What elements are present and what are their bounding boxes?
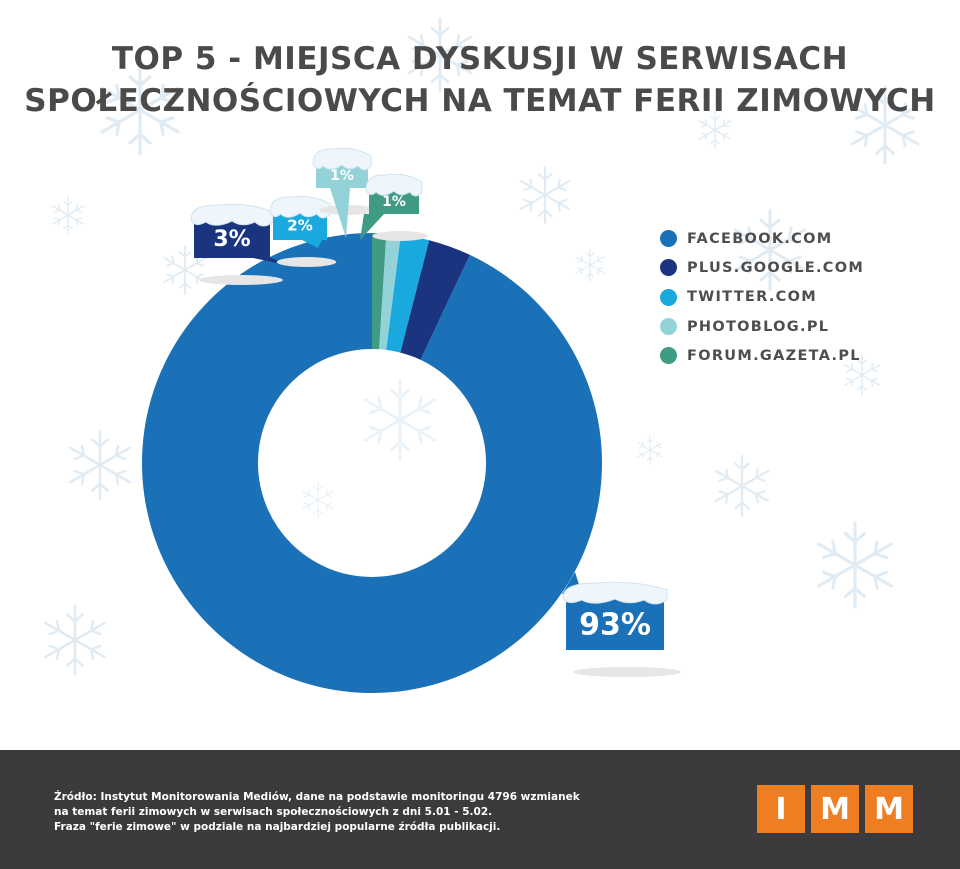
legend-swatch xyxy=(660,288,677,306)
slice-value-label: 93% xyxy=(579,608,651,643)
callout-snow-cap xyxy=(190,203,274,227)
logo-letter: M xyxy=(865,785,913,833)
donut-hole xyxy=(258,349,486,577)
slice-callouts: 93% 3% 2% 1% 1% xyxy=(190,147,681,677)
legend-label: FORUM.GAZETA.PL xyxy=(687,347,861,364)
chart-legend: FACEBOOK.COM PLUS.GOOGLE.COM TWITTER.COM… xyxy=(660,224,864,370)
chart-title-line-1: TOP 5 - MIEJSCA DYSKUSJI W SERWISACH xyxy=(111,41,849,77)
slice-value-label: 1% xyxy=(382,194,406,210)
legend-label: FACEBOOK.COM xyxy=(687,230,833,247)
callout-shadow xyxy=(572,667,681,677)
chart-title-line-2: SPOŁECZNOŚCIOWYCH NA TEMAT FERII ZIMOWYC… xyxy=(24,83,936,119)
legend-item-google-plus: PLUS.GOOGLE.COM xyxy=(660,253,864,282)
imm-logo: I M M xyxy=(757,785,913,833)
slice-value-label: 1% xyxy=(330,168,354,184)
legend-swatch xyxy=(660,230,677,248)
callout-snow-cap xyxy=(269,195,331,219)
footer-bar: Źródło: Instytut Monitorowania Mediów, d… xyxy=(0,750,960,869)
callout-snow-cap xyxy=(562,581,668,605)
legend-swatch xyxy=(660,318,677,336)
callout-facebook-com: 93% xyxy=(562,572,681,677)
legend-item-twitter: TWITTER.COM xyxy=(660,283,864,312)
logo-letter: I xyxy=(757,785,805,833)
slice-value-label: 2% xyxy=(287,216,312,234)
callout-shadow xyxy=(199,275,283,285)
chart-title: TOP 5 - MIEJSCA DYSKUSJI W SERWISACH SPO… xyxy=(0,38,960,122)
logo-letter: M xyxy=(811,785,859,833)
slice-value-label: 3% xyxy=(213,227,250,252)
callout-pointer xyxy=(302,240,322,248)
source-line-3: Fraza "ferie zimowe" w podziale na najba… xyxy=(54,821,501,833)
legend-label: PHOTOBLOG.PL xyxy=(687,318,830,335)
legend-item-facebook: FACEBOOK.COM xyxy=(660,224,864,253)
source-line-1: Źródło: Instytut Monitorowania Mediów, d… xyxy=(54,791,580,803)
callout-pointer xyxy=(360,214,384,240)
callout-shadow xyxy=(372,231,428,241)
callout-twitter-com: 2% xyxy=(269,195,337,267)
legend-label: PLUS.GOOGLE.COM xyxy=(687,259,865,276)
legend-item-photoblog: PHOTOBLOG.PL xyxy=(660,312,864,341)
callout-plus-google-com: 3% xyxy=(190,203,292,285)
callout-photoblog-pl: 1% xyxy=(312,147,377,238)
legend-label: TWITTER.COM xyxy=(687,289,817,306)
legend-item-forum-gazeta: FORUM.GAZETA.PL xyxy=(660,341,864,370)
callout-box xyxy=(566,594,664,650)
legend-swatch xyxy=(660,259,677,277)
callout-pointer xyxy=(330,188,350,238)
callout-forum-gazeta-pl: 1% xyxy=(360,173,428,241)
callout-snow-cap xyxy=(312,147,372,171)
source-note: Źródło: Instytut Monitorowania Mediów, d… xyxy=(54,790,580,835)
legend-swatch xyxy=(660,347,677,365)
source-line-2: na temat ferii zimowych w serwisach społ… xyxy=(54,806,493,818)
callout-shadow xyxy=(276,257,337,267)
callout-snow-cap xyxy=(365,173,423,197)
